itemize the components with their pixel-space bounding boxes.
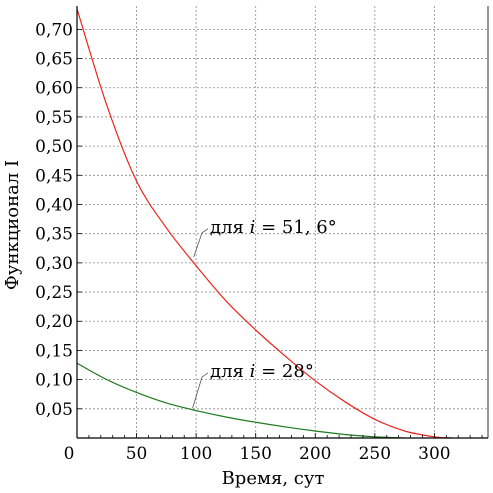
annotations: для i = 51, 6° для i = 28° <box>192 217 337 409</box>
y-tick-label: 0,40 <box>35 195 73 215</box>
annotation-label-1: для i = 51, 6° <box>210 217 337 238</box>
y-tick-label: 0,65 <box>35 50 73 70</box>
grid <box>77 6 488 438</box>
x-tick-label: 150 <box>239 444 271 464</box>
annotation-leader <box>193 228 209 258</box>
annotation-leader <box>192 372 209 409</box>
series-line-1 <box>76 8 453 439</box>
y-tick-label: 0,05 <box>35 400 73 420</box>
annotation-label-2: для i = 28° <box>210 361 314 382</box>
y-tick-label: 0,50 <box>35 137 73 157</box>
y-tick-label: 0,45 <box>35 166 73 186</box>
y-tick-label: 0,35 <box>35 225 73 245</box>
x-tick-label: 200 <box>299 444 331 464</box>
series <box>76 8 453 439</box>
y-tick-label: 0,10 <box>35 371 73 391</box>
x-tick-label: 250 <box>359 444 391 464</box>
y-tick-label: 0,70 <box>35 20 73 40</box>
y-tick-label: 0,60 <box>35 79 73 99</box>
axes <box>76 6 489 439</box>
y-tick-label: 0,20 <box>35 312 73 332</box>
x-tick-label: 0 <box>64 444 75 464</box>
y-tick-label: 0,15 <box>35 341 73 361</box>
tick-labels: 0 50 100 150 200 250 300 0,05 0,10 0,15 0,20 0,25 0,… <box>35 20 450 464</box>
x-tick-label: 100 <box>180 444 212 464</box>
y-tick-label: 0,55 <box>35 108 73 128</box>
x-tick-label: 50 <box>126 444 148 464</box>
y-axis-label: Функционал I <box>2 160 23 290</box>
x-axis-label: Время, сут <box>222 468 325 489</box>
x-tick-label: 300 <box>418 444 450 464</box>
y-tick-label: 0,25 <box>35 283 73 303</box>
y-tick-label: 0,30 <box>35 254 73 274</box>
series-line-2 <box>76 362 405 439</box>
